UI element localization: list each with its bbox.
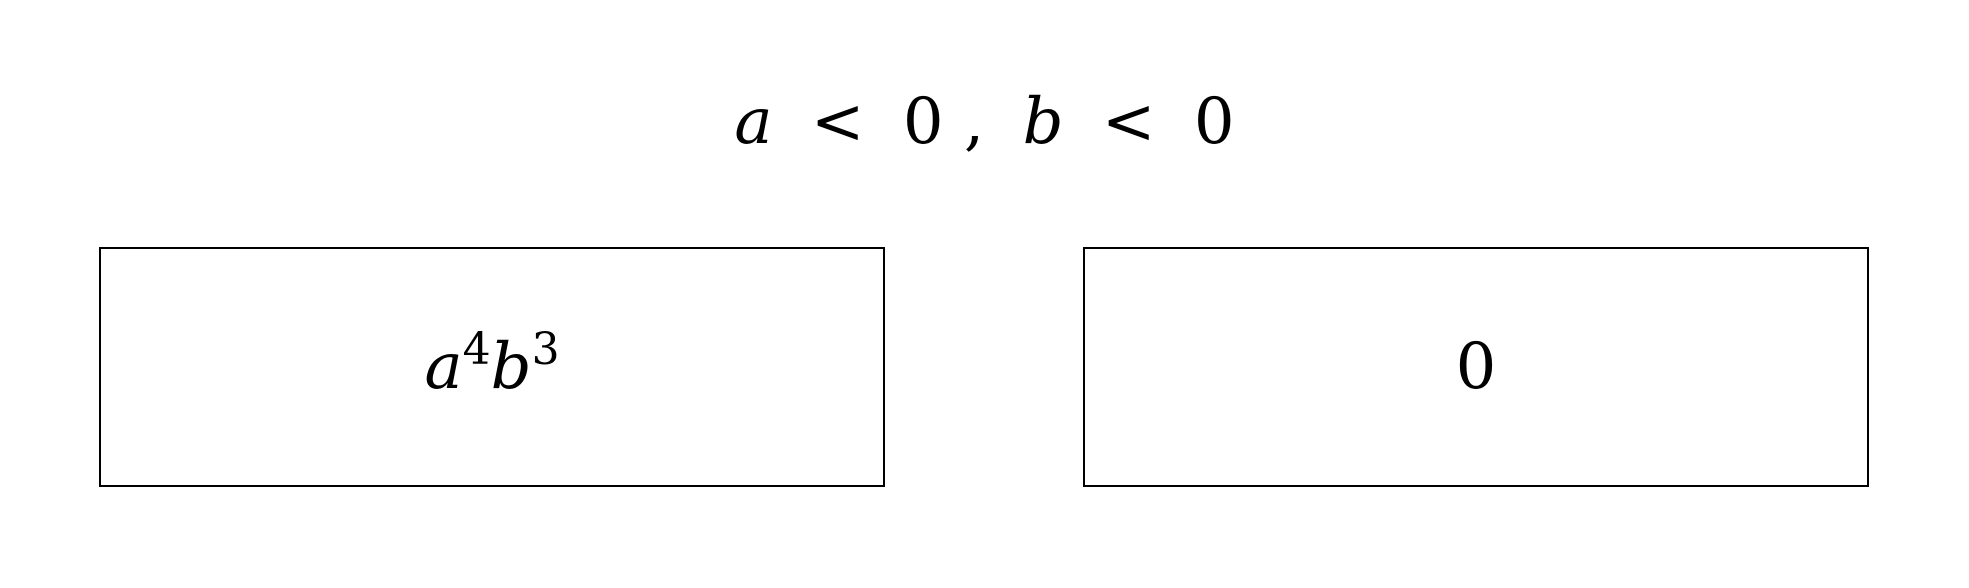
less-than-sign: < (1101, 85, 1156, 159)
expression-box-left[interactable]: a4b3 (99, 247, 885, 487)
base-a: a (424, 330, 463, 404)
variable-a: a (734, 85, 773, 159)
exponent-4: 4 (462, 324, 491, 375)
comma-separator: , (963, 85, 985, 159)
less-than-sign: < (810, 85, 865, 159)
zero-value: 0 (1193, 85, 1235, 159)
base-b: b (490, 330, 532, 404)
zero-value: 0 (1455, 330, 1497, 404)
zero-value: 0 (902, 85, 944, 159)
condition-label: a < 0 , b < 0 (0, 82, 1969, 162)
expression-box-right[interactable]: 0 (1083, 247, 1869, 487)
variable-b: b (1022, 85, 1064, 159)
exponent-3: 3 (531, 324, 560, 375)
expression-a4b3: a4b3 (424, 328, 559, 400)
